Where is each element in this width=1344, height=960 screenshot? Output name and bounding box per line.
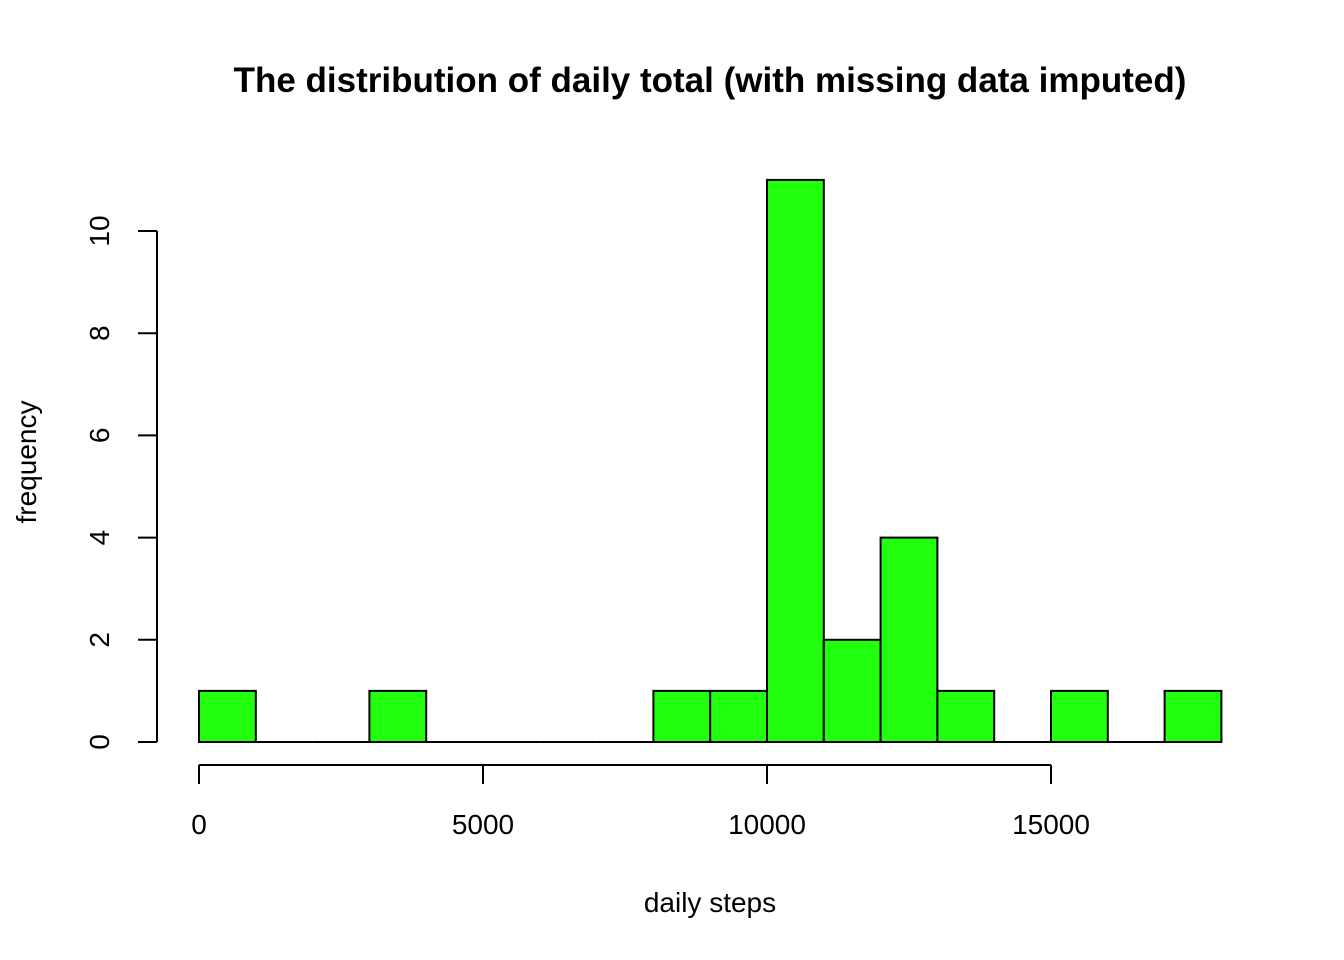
- y-axis: 0 2 4 6 8 10: [84, 215, 158, 750]
- y-tick-label: 8: [84, 325, 115, 341]
- y-tick-label: 4: [84, 530, 115, 546]
- x-tick-label: 15000: [1012, 809, 1090, 840]
- histogram-bar: [936, 689, 996, 744]
- histogram-bar: [1163, 689, 1223, 744]
- histogram-bar: [766, 178, 825, 743]
- x-axis-label: daily steps: [644, 887, 776, 918]
- x-axis: 0 5000 10000 15000: [191, 764, 1090, 840]
- x-tick-label: 5000: [452, 809, 514, 840]
- y-tick-label: 2: [84, 632, 115, 648]
- histogram-bar: [822, 638, 882, 743]
- y-tick-label: 0: [84, 734, 115, 750]
- x-tick-label: 10000: [728, 809, 806, 840]
- y-axis-label: frequency: [11, 401, 42, 524]
- chart-title: The distribution of daily total (with mi…: [234, 61, 1187, 100]
- x-tick-label: 0: [191, 809, 207, 840]
- y-tick-label: 6: [84, 428, 115, 444]
- histogram-bar: [1050, 689, 1109, 744]
- bars-group: [198, 178, 1223, 744]
- histogram-bar: [709, 689, 769, 744]
- y-tick-label: 10: [84, 215, 115, 246]
- histogram-bar: [652, 689, 712, 744]
- histogram-bar: [879, 536, 939, 743]
- histogram-bar: [198, 689, 257, 744]
- histogram-bar: [368, 689, 428, 744]
